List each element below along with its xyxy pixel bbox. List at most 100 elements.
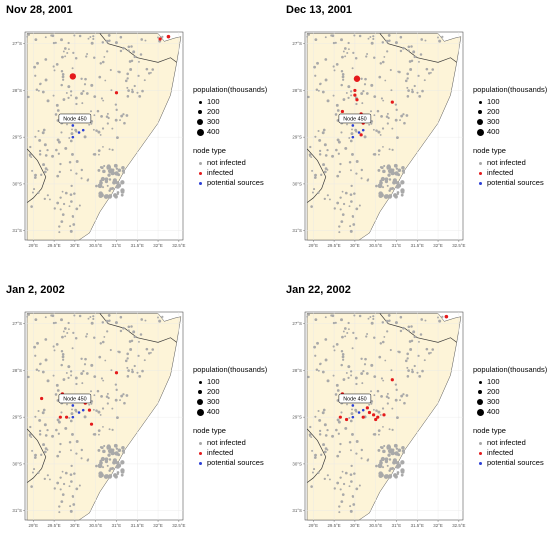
node-not-infected bbox=[55, 343, 59, 346]
legend-type-item: potential sources bbox=[473, 458, 547, 468]
node-not-infected bbox=[71, 347, 74, 350]
node-not-infected bbox=[67, 365, 71, 369]
node-not-infected bbox=[323, 197, 326, 201]
node-not-infected bbox=[418, 340, 420, 343]
node-not-infected bbox=[406, 366, 409, 369]
node-not-infected bbox=[438, 319, 442, 323]
node-not-infected bbox=[361, 102, 364, 105]
node-not-infected bbox=[311, 471, 314, 474]
legend-type-dot bbox=[473, 181, 487, 185]
lat-tick-label: 28°S bbox=[292, 368, 302, 373]
node-not-infected bbox=[100, 115, 103, 118]
node-not-infected bbox=[115, 460, 119, 465]
node-not-infected bbox=[83, 363, 87, 366]
node-not-infected bbox=[365, 372, 369, 375]
node-not-infected bbox=[74, 376, 78, 380]
node-not-infected bbox=[350, 200, 353, 203]
lon-tick-label: 32.5°E bbox=[452, 243, 465, 248]
node-not-infected bbox=[334, 321, 337, 324]
node-not-infected bbox=[61, 75, 65, 79]
node-not-infected bbox=[388, 194, 393, 199]
node-not-infected bbox=[404, 79, 408, 83]
node-not-infected bbox=[99, 62, 103, 65]
node-not-infected bbox=[90, 83, 94, 87]
node-not-infected bbox=[330, 314, 333, 317]
node-not-infected bbox=[411, 90, 414, 94]
node-not-infected bbox=[324, 434, 328, 437]
node-not-infected bbox=[36, 61, 39, 65]
node-not-infected bbox=[406, 352, 409, 356]
land-area bbox=[306, 33, 462, 241]
lon-tick-label: 31.5°E bbox=[131, 523, 144, 528]
node-not-infected bbox=[394, 103, 398, 106]
node-not-infected bbox=[341, 353, 345, 356]
node-not-infected bbox=[119, 35, 123, 39]
node-not-infected bbox=[365, 92, 369, 95]
node-not-infected bbox=[362, 370, 365, 373]
node-not-infected bbox=[348, 416, 351, 419]
legend-type-dot bbox=[473, 451, 487, 455]
node-not-infected bbox=[46, 148, 49, 152]
node-not-infected bbox=[306, 35, 309, 38]
node-not-infected bbox=[43, 450, 47, 454]
node-label: Node 450 bbox=[63, 396, 86, 402]
node-not-infected bbox=[41, 370, 45, 374]
node-not-infected bbox=[367, 317, 370, 320]
node-not-infected bbox=[130, 45, 133, 48]
node-not-infected bbox=[67, 41, 70, 45]
node-not-infected bbox=[105, 115, 109, 118]
lon-tick-label: 30.5°E bbox=[369, 523, 382, 528]
node-not-infected bbox=[71, 67, 74, 70]
node-not-infected bbox=[108, 428, 111, 431]
node-potential-source bbox=[71, 404, 75, 407]
node-not-infected bbox=[93, 152, 97, 156]
node-not-infected bbox=[107, 396, 110, 400]
node-not-infected bbox=[416, 91, 419, 94]
node-not-infected bbox=[395, 108, 398, 112]
node-not-infected bbox=[132, 50, 136, 54]
node-not-infected bbox=[93, 375, 97, 379]
node-potential-source bbox=[77, 131, 81, 134]
legend-type-title: node type bbox=[473, 426, 506, 435]
node-not-infected bbox=[382, 99, 385, 102]
node-not-infected bbox=[34, 173, 37, 177]
node-not-infected bbox=[395, 167, 399, 170]
node-not-infected bbox=[73, 472, 76, 475]
node-not-infected bbox=[353, 472, 356, 475]
node-not-infected bbox=[392, 180, 396, 185]
node-not-infected bbox=[349, 419, 353, 423]
node-not-infected bbox=[390, 450, 394, 454]
node-not-infected bbox=[120, 394, 124, 398]
node-not-infected bbox=[338, 450, 342, 454]
node-not-infected bbox=[317, 369, 320, 372]
node-not-infected bbox=[396, 136, 399, 140]
node-not-infected bbox=[52, 94, 55, 97]
node-not-infected bbox=[44, 447, 48, 450]
node-potential-source bbox=[71, 135, 75, 139]
node-not-infected bbox=[31, 191, 34, 194]
lon-tick-label: 30°E bbox=[350, 243, 360, 248]
node-not-infected bbox=[348, 441, 352, 444]
node-not-infected bbox=[85, 55, 88, 58]
node-not-infected bbox=[421, 369, 424, 373]
legend-size-dot bbox=[193, 109, 207, 115]
node-not-infected bbox=[411, 368, 414, 371]
node-not-infected bbox=[386, 330, 389, 333]
node-not-infected bbox=[400, 114, 404, 118]
legend-size-item: 300 bbox=[473, 117, 547, 127]
node-not-infected bbox=[120, 114, 124, 118]
node-not-infected bbox=[313, 345, 317, 349]
node-not-infected bbox=[332, 345, 335, 348]
node-not-infected bbox=[310, 485, 313, 488]
node-not-infected bbox=[351, 215, 355, 218]
node-not-infected bbox=[427, 72, 431, 75]
node-not-infected bbox=[383, 444, 386, 448]
node-not-infected bbox=[385, 319, 389, 323]
node-not-infected bbox=[335, 148, 338, 152]
node-not-infected bbox=[342, 482, 346, 486]
node-potential-source bbox=[81, 128, 85, 132]
node-not-infected bbox=[121, 449, 125, 453]
node-not-infected bbox=[54, 41, 57, 44]
legend-type-item: potential sources bbox=[473, 178, 547, 188]
legend-size-item: 300 bbox=[193, 397, 267, 407]
